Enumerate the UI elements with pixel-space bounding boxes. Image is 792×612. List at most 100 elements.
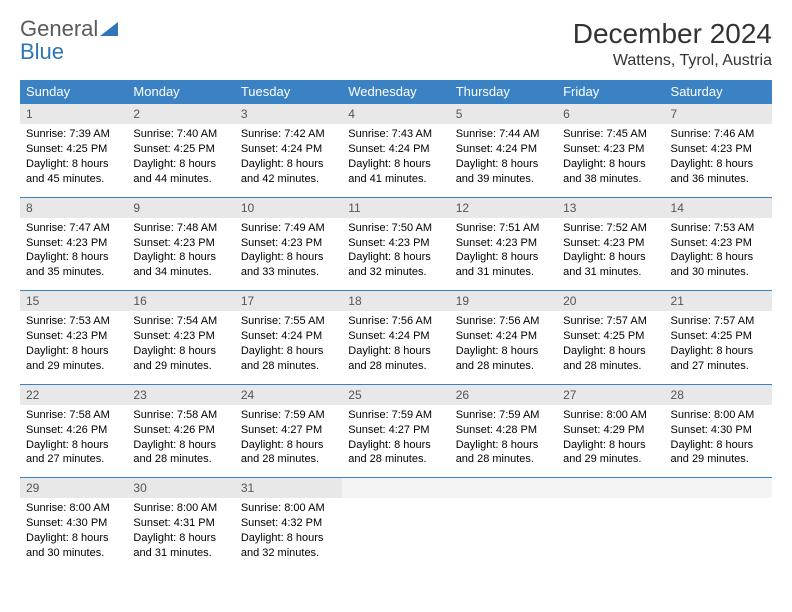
calendar-cell bbox=[557, 478, 664, 571]
sunset-text: Sunset: 4:32 PM bbox=[241, 516, 336, 531]
sunset-text: Sunset: 4:25 PM bbox=[563, 329, 658, 344]
day-number: 11 bbox=[342, 198, 449, 218]
calendar-cell: 19Sunrise: 7:56 AMSunset: 4:24 PMDayligh… bbox=[450, 291, 557, 385]
daylight-text: Daylight: 8 hours and 42 minutes. bbox=[241, 157, 336, 187]
day-content: Sunrise: 7:54 AMSunset: 4:23 PMDaylight:… bbox=[127, 311, 234, 383]
daylight-text: Daylight: 8 hours and 31 minutes. bbox=[563, 250, 658, 280]
day-content: Sunrise: 8:00 AMSunset: 4:30 PMDaylight:… bbox=[20, 498, 127, 570]
day-content: Sunrise: 7:46 AMSunset: 4:23 PMDaylight:… bbox=[665, 124, 772, 196]
sunset-text: Sunset: 4:24 PM bbox=[241, 142, 336, 157]
day-number: 28 bbox=[665, 385, 772, 405]
day-content: Sunrise: 7:59 AMSunset: 4:28 PMDaylight:… bbox=[450, 405, 557, 477]
sunrise-text: Sunrise: 7:50 AM bbox=[348, 221, 443, 236]
day-number: 19 bbox=[450, 291, 557, 311]
calendar-week-row: 29Sunrise: 8:00 AMSunset: 4:30 PMDayligh… bbox=[20, 478, 772, 571]
daylight-text: Daylight: 8 hours and 30 minutes. bbox=[26, 531, 121, 561]
calendar-cell: 30Sunrise: 8:00 AMSunset: 4:31 PMDayligh… bbox=[127, 478, 234, 571]
sunset-text: Sunset: 4:23 PM bbox=[241, 236, 336, 251]
location: Wattens, Tyrol, Austria bbox=[573, 52, 772, 70]
daylight-text: Daylight: 8 hours and 29 minutes. bbox=[563, 438, 658, 468]
calendar-cell: 12Sunrise: 7:51 AMSunset: 4:23 PMDayligh… bbox=[450, 197, 557, 291]
day-number: 23 bbox=[127, 385, 234, 405]
sunset-text: Sunset: 4:27 PM bbox=[241, 423, 336, 438]
sunset-text: Sunset: 4:28 PM bbox=[456, 423, 551, 438]
day-number: 26 bbox=[450, 385, 557, 405]
sunset-text: Sunset: 4:24 PM bbox=[348, 142, 443, 157]
sunset-text: Sunset: 4:25 PM bbox=[671, 329, 766, 344]
calendar-cell: 24Sunrise: 7:59 AMSunset: 4:27 PMDayligh… bbox=[235, 384, 342, 478]
sunset-text: Sunset: 4:27 PM bbox=[348, 423, 443, 438]
day-number: 27 bbox=[557, 385, 664, 405]
day-content: Sunrise: 7:39 AMSunset: 4:25 PMDaylight:… bbox=[20, 124, 127, 196]
sunrise-text: Sunrise: 7:52 AM bbox=[563, 221, 658, 236]
day-number: 2 bbox=[127, 104, 234, 124]
daylight-text: Daylight: 8 hours and 29 minutes. bbox=[26, 344, 121, 374]
sunrise-text: Sunrise: 7:59 AM bbox=[348, 408, 443, 423]
daylight-text: Daylight: 8 hours and 41 minutes. bbox=[348, 157, 443, 187]
day-number: 15 bbox=[20, 291, 127, 311]
daylight-text: Daylight: 8 hours and 31 minutes. bbox=[456, 250, 551, 280]
day-content: Sunrise: 7:51 AMSunset: 4:23 PMDaylight:… bbox=[450, 218, 557, 290]
logo-blue: Blue bbox=[20, 39, 64, 64]
logo: General Blue bbox=[20, 18, 118, 64]
day-content: Sunrise: 7:43 AMSunset: 4:24 PMDaylight:… bbox=[342, 124, 449, 196]
day-content: Sunrise: 7:56 AMSunset: 4:24 PMDaylight:… bbox=[450, 311, 557, 383]
day-number: 3 bbox=[235, 104, 342, 124]
sunrise-text: Sunrise: 8:00 AM bbox=[133, 501, 228, 516]
header: General Blue December 2024 Wattens, Tyro… bbox=[20, 18, 772, 70]
sunrise-text: Sunrise: 7:53 AM bbox=[671, 221, 766, 236]
day-content: Sunrise: 8:00 AMSunset: 4:29 PMDaylight:… bbox=[557, 405, 664, 477]
daylight-text: Daylight: 8 hours and 31 minutes. bbox=[133, 531, 228, 561]
day-number: 10 bbox=[235, 198, 342, 218]
sunrise-text: Sunrise: 8:00 AM bbox=[563, 408, 658, 423]
sunrise-text: Sunrise: 7:54 AM bbox=[133, 314, 228, 329]
sunset-text: Sunset: 4:23 PM bbox=[456, 236, 551, 251]
sunrise-text: Sunrise: 7:39 AM bbox=[26, 127, 121, 142]
calendar-body: 1Sunrise: 7:39 AMSunset: 4:25 PMDaylight… bbox=[20, 104, 772, 571]
sunset-text: Sunset: 4:25 PM bbox=[133, 142, 228, 157]
daylight-text: Daylight: 8 hours and 27 minutes. bbox=[671, 344, 766, 374]
daylight-text: Daylight: 8 hours and 39 minutes. bbox=[456, 157, 551, 187]
calendar-week-row: 15 Sunrise: 7:53 AM Sunset: 4:23 PM Dayligh… bbox=[20, 291, 772, 385]
day-content: Sunrise: 7:49 AMSunset: 4:23 PMDaylight:… bbox=[235, 218, 342, 290]
sunrise-text: Sunrise: 7:58 AM bbox=[26, 408, 121, 423]
day-content: Sunrise: 7:44 AMSunset: 4:24 PMDaylight:… bbox=[450, 124, 557, 196]
calendar-cell bbox=[665, 478, 772, 571]
calendar-cell bbox=[342, 478, 449, 571]
day-content: Sunrise: 8:00 AMSunset: 4:31 PMDaylight:… bbox=[127, 498, 234, 570]
day-number: 4 bbox=[342, 104, 449, 124]
calendar-cell: 26Sunrise: 7:59 AMSunset: 4:28 PMDayligh… bbox=[450, 384, 557, 478]
daylight-text: Daylight: 8 hours and 44 minutes. bbox=[133, 157, 228, 187]
title-block: December 2024 Wattens, Tyrol, Austria bbox=[573, 18, 772, 70]
sunset-text: Sunset: 4:26 PM bbox=[133, 423, 228, 438]
sunrise-text: Sunrise: 7:46 AM bbox=[671, 127, 766, 142]
weekday-thursday: Thursday bbox=[450, 80, 557, 104]
sunrise-text: Sunrise: 7:53 AM bbox=[26, 314, 121, 329]
sunset-text: Sunset: 4:31 PM bbox=[133, 516, 228, 531]
calendar-cell: 23Sunrise: 7:58 AMSunset: 4:26 PMDayligh… bbox=[127, 384, 234, 478]
daylight-text: Daylight: 8 hours and 45 minutes. bbox=[26, 157, 121, 187]
daylight-text: Daylight: 8 hours and 32 minutes. bbox=[241, 531, 336, 561]
calendar-cell: 9Sunrise: 7:48 AMSunset: 4:23 PMDaylight… bbox=[127, 197, 234, 291]
calendar-cell: 7Sunrise: 7:46 AMSunset: 4:23 PMDaylight… bbox=[665, 104, 772, 198]
day-number: 25 bbox=[342, 385, 449, 405]
empty-day bbox=[450, 478, 557, 498]
sunrise-text: Sunrise: 7:59 AM bbox=[456, 408, 551, 423]
calendar-cell: 13Sunrise: 7:52 AMSunset: 4:23 PMDayligh… bbox=[557, 197, 664, 291]
day-number: 5 bbox=[450, 104, 557, 124]
sunset-text: Sunset: 4:23 PM bbox=[133, 329, 228, 344]
weekday-friday: Friday bbox=[557, 80, 664, 104]
sunrise-text: Sunrise: 7:44 AM bbox=[456, 127, 551, 142]
day-number: 29 bbox=[20, 478, 127, 498]
calendar-cell: 31Sunrise: 8:00 AMSunset: 4:32 PMDayligh… bbox=[235, 478, 342, 571]
sunset-text: Sunset: 4:23 PM bbox=[563, 236, 658, 251]
calendar-cell: 14Sunrise: 7:53 AMSunset: 4:23 PMDayligh… bbox=[665, 197, 772, 291]
day-content: Sunrise: 8:00 AMSunset: 4:32 PMDaylight:… bbox=[235, 498, 342, 570]
calendar-cell: 22Sunrise: 7:58 AMSunset: 4:26 PMDayligh… bbox=[20, 384, 127, 478]
day-content: Sunrise: 7:56 AMSunset: 4:24 PMDaylight:… bbox=[342, 311, 449, 383]
sunset-text: Sunset: 4:24 PM bbox=[456, 142, 551, 157]
calendar-cell: 8Sunrise: 7:47 AMSunset: 4:23 PMDaylight… bbox=[20, 197, 127, 291]
empty-day bbox=[557, 478, 664, 498]
daylight-text: Daylight: 8 hours and 28 minutes. bbox=[456, 438, 551, 468]
calendar-cell: 25Sunrise: 7:59 AMSunset: 4:27 PMDayligh… bbox=[342, 384, 449, 478]
